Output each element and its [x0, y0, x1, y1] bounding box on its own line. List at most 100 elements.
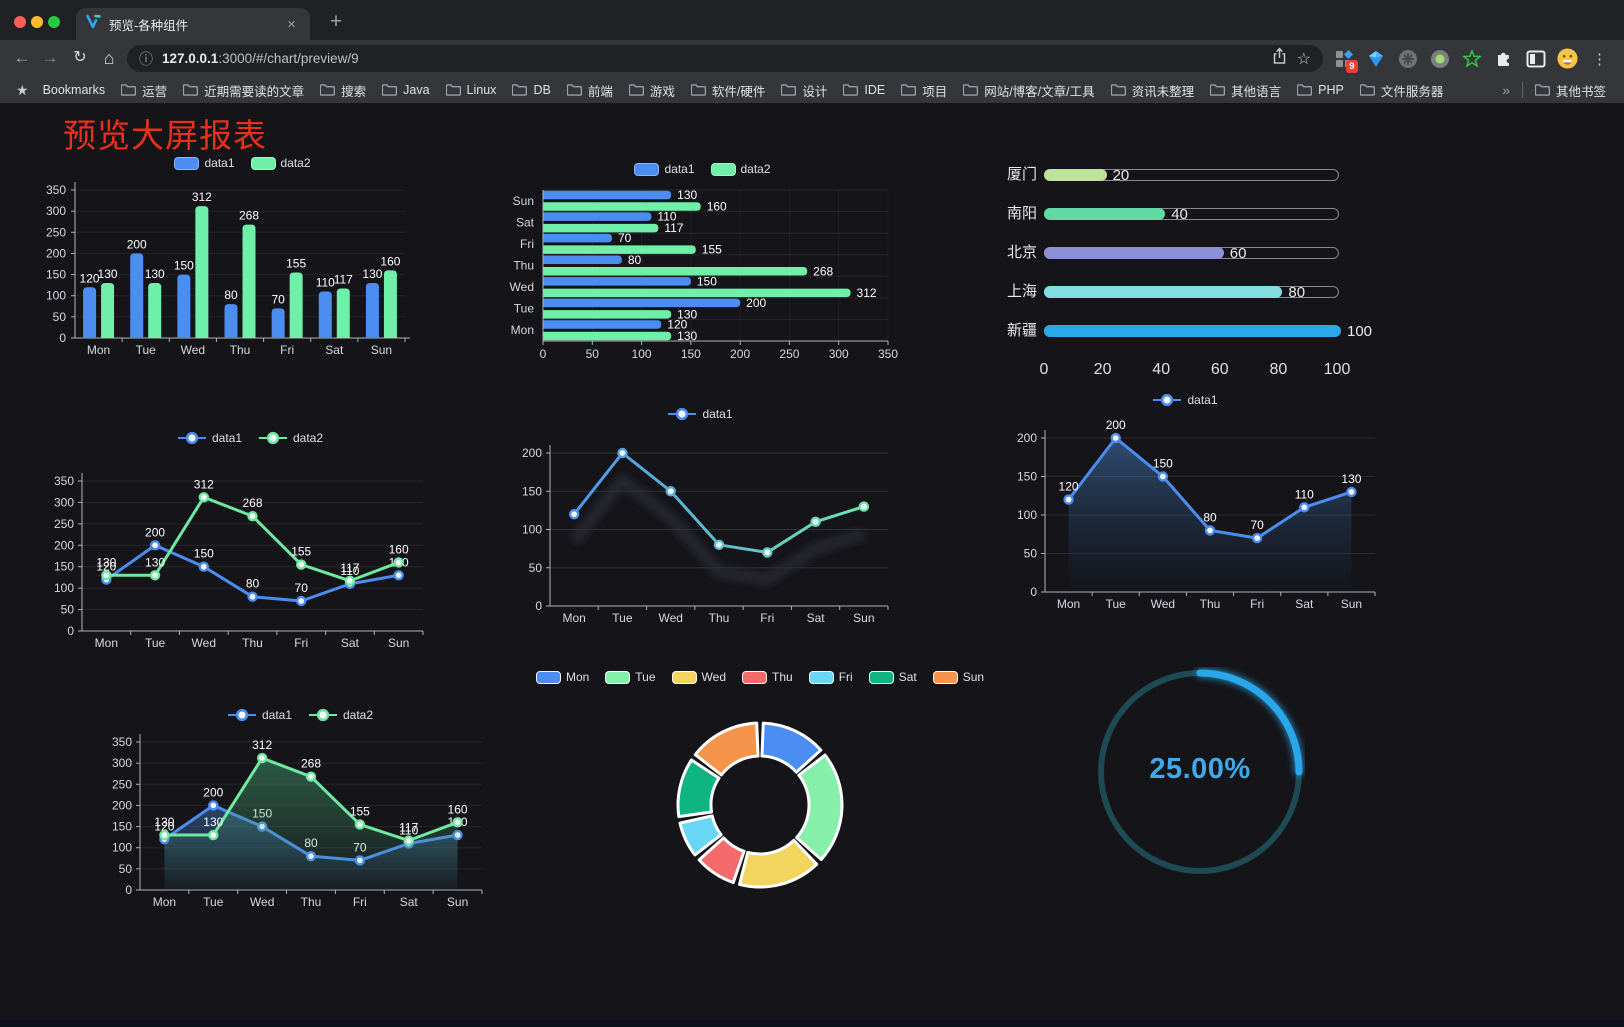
bookmark-folder-IDE[interactable]: IDE — [835, 81, 893, 99]
bookmark-folder-Linux[interactable]: Linux — [438, 81, 505, 99]
browser-menu-icon[interactable]: ⋮ — [1592, 50, 1607, 68]
svg-text:50: 50 — [119, 862, 133, 876]
grouped-bar-canvas[interactable]: 050100150200250300350Mon120130Tue200130W… — [30, 150, 455, 365]
extension-record-icon[interactable] — [1429, 48, 1450, 69]
legend-item-data2[interactable]: data2 — [250, 156, 311, 170]
legend-item-Tue[interactable]: Tue — [605, 670, 656, 684]
url-text: 127.0.0.1:3000/#/chart/preview/9 — [162, 51, 359, 66]
bookmark-folder-设计[interactable]: 设计 — [773, 79, 835, 102]
svg-text:117: 117 — [399, 821, 418, 835]
site-info-icon[interactable]: ⓘ — [139, 50, 153, 67]
svg-text:0: 0 — [59, 331, 66, 345]
donut-canvas[interactable] — [560, 658, 960, 928]
legend-item-Fri[interactable]: Fri — [808, 670, 853, 684]
capsule-track-新疆[interactable]: 100 — [1044, 323, 1372, 340]
donut-slice-Sun[interactable] — [693, 721, 760, 777]
address-bar[interactable]: ⓘ 127.0.0.1:3000/#/chart/preview/9 ☆ — [127, 45, 1323, 72]
reload-button[interactable]: ↻ — [73, 49, 87, 66]
svg-text:160: 160 — [380, 254, 400, 268]
svg-text:Sat: Sat — [400, 895, 419, 909]
legend-item-Mon[interactable]: Mon — [535, 670, 589, 684]
svg-text:Thu: Thu — [230, 343, 251, 357]
capsule-track-北京[interactable]: 60 — [1044, 245, 1339, 262]
back-button[interactable]: ← — [13, 48, 31, 67]
donut-slice-Wed[interactable] — [738, 838, 819, 889]
gauge-canvas[interactable] — [1095, 667, 1305, 877]
new-tab-button[interactable]: + — [329, 10, 343, 33]
bookmark-folder-网站/博客/文章/工具[interactable]: 网站/博客/文章/工具 — [955, 79, 1102, 102]
legend-item-data1[interactable]: data1 — [227, 708, 292, 722]
bookmark-folder-资讯未整理[interactable]: 资讯未整理 — [1103, 79, 1203, 102]
bookmark-folder-运营[interactable]: 运营 — [113, 79, 175, 102]
donut-slice-Fri[interactable] — [678, 814, 723, 857]
donut-slice-Mon[interactable] — [760, 721, 823, 774]
profile-avatar[interactable] — [1557, 48, 1578, 69]
bookmarks-shortcut[interactable]: Bookmarks — [42, 83, 106, 97]
bookmark-folder-软件/硬件[interactable]: 软件/硬件 — [683, 79, 773, 102]
donut-slice-Tue[interactable] — [795, 753, 844, 862]
bookmark-folder-搜索[interactable]: 搜索 — [312, 79, 374, 102]
bookmark-folder-游戏[interactable]: 游戏 — [621, 79, 683, 102]
capsule-track-厦门[interactable]: 20 — [1044, 167, 1339, 184]
bookmark-star-icon[interactable]: ☆ — [1296, 50, 1311, 68]
capsule-track-南阳[interactable]: 40 — [1044, 206, 1339, 223]
zoom-window-button[interactable] — [48, 16, 60, 28]
line-chart-canvas[interactable]: 0 50 100 150 200 250 300 350 Mon Tue Wed Thu Fri Sat S… — [40, 423, 460, 663]
line-chart-canvas[interactable]: 0 50 100 150 200 250 300 350 Mon Tue Wed Thu Fri Sat S… — [95, 688, 505, 928]
bookmarks-star-icon[interactable]: ★ — [16, 81, 29, 98]
legend-item-data2[interactable]: data2 — [710, 162, 771, 176]
close-window-button[interactable] — [14, 16, 26, 28]
svg-text:117: 117 — [340, 561, 359, 575]
extension-gem-icon[interactable] — [1365, 48, 1386, 69]
svg-text:100: 100 — [632, 347, 652, 361]
svg-text:150: 150 — [1153, 457, 1173, 471]
bookmark-folder-前端[interactable]: 前端 — [559, 79, 621, 102]
svg-text:350: 350 — [112, 735, 132, 749]
share-icon[interactable] — [1271, 47, 1288, 70]
legend-item-data1[interactable]: data1 — [174, 156, 235, 170]
bookmark-folder-DB[interactable]: DB — [504, 81, 558, 99]
svg-text:80: 80 — [224, 288, 238, 302]
svg-text:312: 312 — [192, 190, 212, 204]
extension-grid-icon[interactable]: 9 — [1333, 48, 1358, 73]
extension-circle-icon[interactable] — [1397, 48, 1418, 69]
bookmarks-overflow-chevron[interactable]: » — [1502, 82, 1510, 98]
svg-text:Sun: Sun — [388, 636, 409, 650]
bookmark-folder-近期需要读的文章[interactable]: 近期需要读的文章 — [175, 79, 312, 102]
legend-item-Wed[interactable]: Wed — [671, 670, 726, 684]
legend-item-Sat[interactable]: Sat — [868, 670, 917, 684]
home-button[interactable]: ⌂ — [103, 48, 115, 68]
legend-item-Thu[interactable]: Thu — [742, 670, 793, 684]
bookmark-folder-项目[interactable]: 项目 — [893, 79, 955, 102]
other-bookmarks-folder[interactable]: 其他书签 — [1527, 79, 1614, 102]
donut-slice-Thu[interactable] — [697, 836, 746, 885]
legend-item-Sun[interactable]: Sun — [932, 670, 984, 684]
bookmark-folder-文件服务器[interactable]: 文件服务器 — [1352, 79, 1452, 102]
svg-text:200: 200 — [746, 296, 766, 310]
capsule-track-上海[interactable]: 80 — [1044, 284, 1339, 301]
minimize-window-button[interactable] — [31, 16, 43, 28]
legend-item-data1[interactable]: data1 — [634, 162, 695, 176]
legend-item-data2[interactable]: data2 — [258, 431, 323, 445]
legend-item-data1[interactable]: data1 — [177, 431, 242, 445]
tab-close-icon[interactable]: × — [287, 15, 296, 33]
bookmark-folder-PHP[interactable]: PHP — [1289, 81, 1352, 99]
line-chart-canvas[interactable]: 0 50 100 150 200 Mon Tue Wed Thu Fri Sat Sun — [505, 398, 895, 633]
bookmark-folder-Java[interactable]: Java — [374, 81, 437, 99]
sidebar-toggle-icon[interactable] — [1525, 48, 1546, 69]
extensions-puzzle-icon[interactable] — [1493, 48, 1514, 69]
legend-item-data1[interactable]: data1 — [1152, 393, 1218, 407]
svg-text:130: 130 — [677, 329, 697, 343]
legend-item-data1[interactable]: data1 — [667, 407, 733, 421]
chart-donut: Mon Tue Wed Thu Fri Sat Sun — [535, 658, 984, 928]
forward-button[interactable]: → — [41, 48, 59, 67]
browser-tab[interactable]: 预览-各种组件 × — [76, 8, 310, 40]
bookmark-folder-其他语言[interactable]: 其他语言 — [1202, 79, 1289, 102]
extension-star-icon[interactable] — [1461, 48, 1482, 69]
capsule-row-label-南阳: 南阳 — [1006, 205, 1037, 222]
line-chart-canvas[interactable]: 0 50 100 150 200 Mon Tue Wed Thu Fri Sat Sun 120 200 1… — [985, 385, 1385, 620]
legend-item-data2[interactable]: data2 — [308, 708, 373, 722]
svg-text:130: 130 — [677, 188, 697, 202]
donut-slice-Sat[interactable] — [676, 758, 721, 819]
